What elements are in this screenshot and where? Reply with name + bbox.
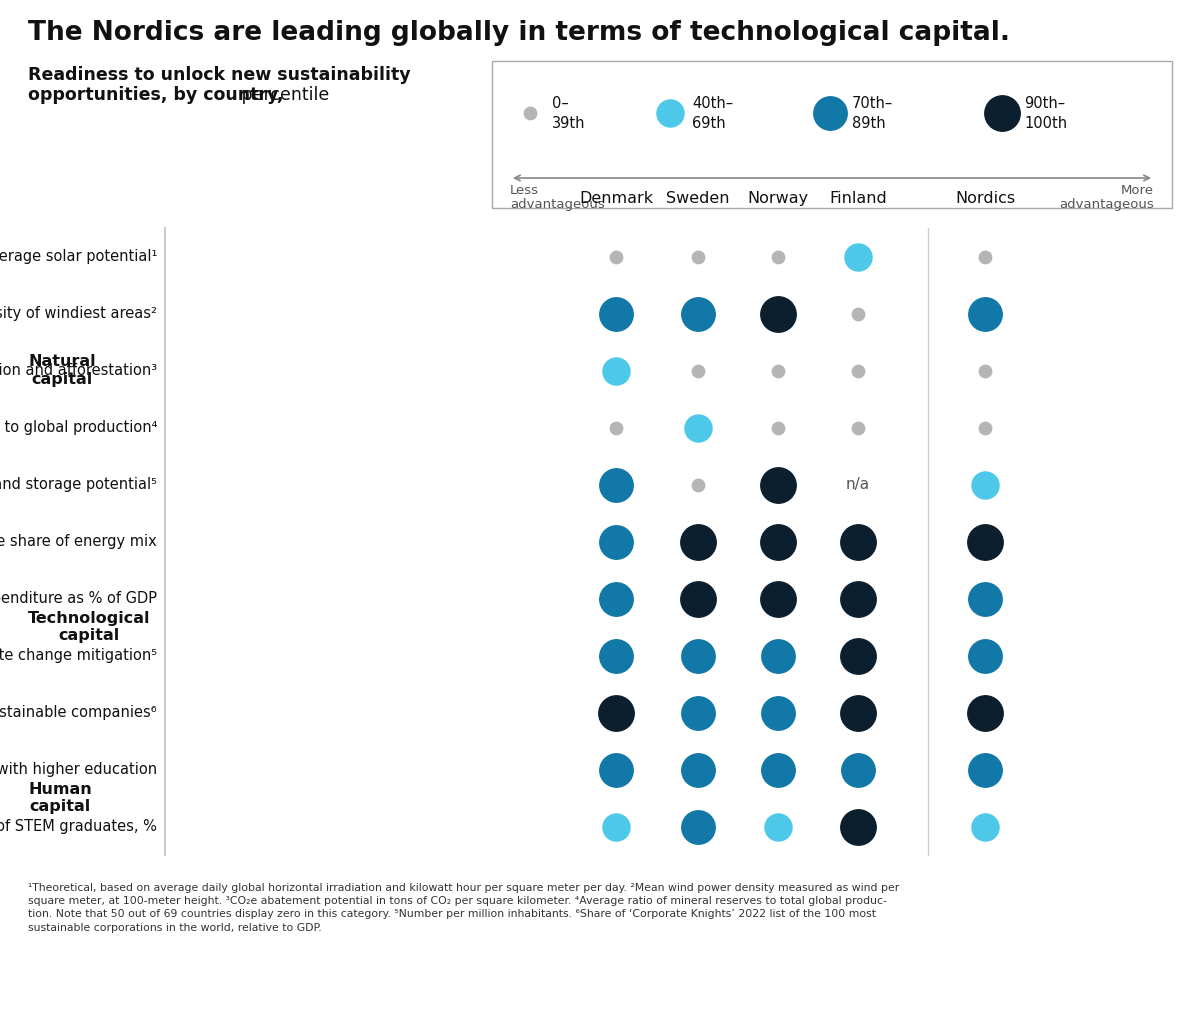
Point — [689, 648, 708, 664]
Text: advantageous: advantageous — [1060, 198, 1154, 211]
Point — [848, 761, 868, 778]
Text: Human
capital: Human capital — [28, 782, 91, 814]
Point — [606, 420, 625, 436]
Point — [768, 761, 787, 778]
Point — [768, 363, 787, 379]
Point — [689, 761, 708, 778]
Point — [606, 761, 625, 778]
Point — [976, 363, 995, 379]
Text: 70th–: 70th– — [852, 96, 893, 112]
Text: Denmark: Denmark — [578, 191, 653, 206]
Point — [606, 534, 625, 550]
Point — [768, 818, 787, 835]
Text: Readiness to unlock new sustainability: Readiness to unlock new sustainability — [28, 66, 410, 84]
Point — [848, 363, 868, 379]
Point — [821, 105, 840, 121]
Point — [606, 818, 625, 835]
Text: Mineral reserves relative to global production⁴: Mineral reserves relative to global prod… — [0, 420, 157, 435]
Text: Share of STEM graduates, %: Share of STEM graduates, % — [0, 819, 157, 834]
Text: Less: Less — [510, 184, 539, 197]
Text: R&D expenditure as % of GDP: R&D expenditure as % of GDP — [0, 591, 157, 606]
Text: Nordics: Nordics — [955, 191, 1015, 206]
Text: Reforestation and afforestation³: Reforestation and afforestation³ — [0, 363, 157, 378]
Text: Natural
capital: Natural capital — [28, 354, 96, 386]
Point — [689, 477, 708, 493]
Point — [768, 534, 787, 550]
Point — [976, 534, 995, 550]
Point — [689, 420, 708, 436]
Point — [606, 306, 625, 322]
Point — [848, 306, 868, 322]
Point — [606, 249, 625, 265]
Point — [976, 648, 995, 664]
Point — [976, 477, 995, 493]
Point — [848, 818, 868, 835]
Text: Average solar potential¹: Average solar potential¹ — [0, 249, 157, 264]
Point — [660, 105, 679, 121]
Point — [606, 477, 625, 493]
Point — [606, 648, 625, 664]
Text: 39th: 39th — [552, 116, 586, 132]
Text: Finland: Finland — [829, 191, 887, 206]
Point — [976, 306, 995, 322]
Point — [976, 704, 995, 721]
Text: More: More — [1121, 184, 1154, 197]
Text: The Nordics are leading globally in terms of technological capital.: The Nordics are leading globally in term… — [28, 20, 1010, 46]
Point — [848, 534, 868, 550]
Point — [848, 648, 868, 664]
Point — [606, 363, 625, 379]
Point — [689, 306, 708, 322]
Text: n/a: n/a — [846, 477, 870, 492]
Text: opportunities, by country,: opportunities, by country, — [28, 86, 283, 104]
Point — [848, 420, 868, 436]
Text: 100th: 100th — [1024, 116, 1067, 132]
Point — [976, 249, 995, 265]
Point — [689, 363, 708, 379]
Bar — [492, 61, 1172, 208]
Point — [606, 591, 625, 607]
Point — [768, 306, 787, 322]
Point — [689, 591, 708, 607]
Point — [768, 420, 787, 436]
Point — [606, 704, 625, 721]
Point — [768, 477, 787, 493]
Point — [689, 818, 708, 835]
Point — [521, 105, 540, 121]
Text: Wind power density of windiest areas²: Wind power density of windiest areas² — [0, 306, 157, 321]
Text: Share of most sustainable companies⁶: Share of most sustainable companies⁶ — [0, 706, 157, 720]
Text: Patents related to climate change mitigation⁵: Patents related to climate change mitiga… — [0, 648, 157, 663]
Text: advantageous: advantageous — [510, 198, 605, 211]
Text: 89th: 89th — [852, 116, 886, 132]
Text: 40th–: 40th– — [692, 96, 733, 112]
Text: ¹Theoretical, based on average daily global horizontal irradiation and kilowatt : ¹Theoretical, based on average daily glo… — [28, 883, 899, 932]
Point — [976, 818, 995, 835]
Point — [848, 704, 868, 721]
Text: Carbon capture and storage potential⁵: Carbon capture and storage potential⁵ — [0, 477, 157, 492]
Point — [689, 704, 708, 721]
Text: 69th: 69th — [692, 116, 726, 132]
Text: Share of adults with higher education: Share of adults with higher education — [0, 762, 157, 777]
Text: 90th–: 90th– — [1024, 96, 1066, 112]
Text: Norway: Norway — [748, 191, 809, 206]
Text: 0–: 0– — [552, 96, 569, 112]
Point — [992, 105, 1012, 121]
Text: percentile: percentile — [236, 86, 329, 104]
Text: Renewable share of energy mix: Renewable share of energy mix — [0, 534, 157, 549]
Point — [848, 249, 868, 265]
Text: Sweden: Sweden — [666, 191, 730, 206]
Point — [976, 591, 995, 607]
Text: Technological
capital: Technological capital — [28, 611, 150, 643]
Point — [689, 534, 708, 550]
Point — [689, 249, 708, 265]
Point — [848, 591, 868, 607]
Point — [768, 249, 787, 265]
Point — [768, 591, 787, 607]
Point — [976, 761, 995, 778]
Point — [976, 420, 995, 436]
Point — [768, 704, 787, 721]
Point — [768, 648, 787, 664]
